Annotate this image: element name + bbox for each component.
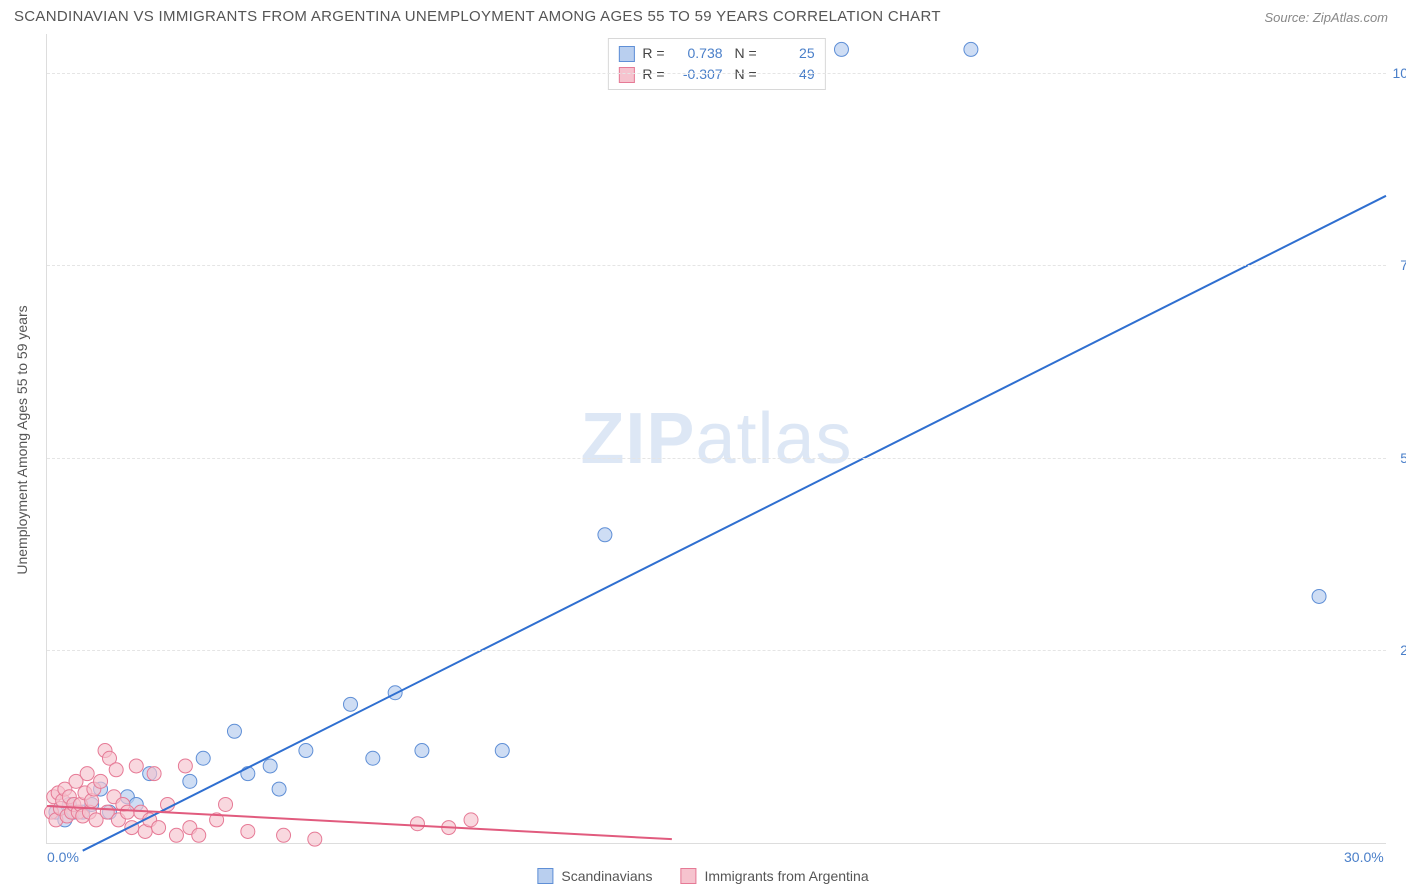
- grid-line: [47, 458, 1386, 459]
- data-point: [272, 782, 286, 796]
- x-tick-label: 0.0%: [47, 849, 79, 865]
- y-tick-label: 50.0%: [1390, 450, 1406, 466]
- data-point: [964, 42, 978, 56]
- grid-line: [47, 650, 1386, 651]
- y-tick-label: 75.0%: [1390, 257, 1406, 273]
- data-point: [410, 817, 424, 831]
- data-point: [308, 832, 322, 846]
- data-point: [94, 774, 108, 788]
- data-point: [152, 821, 166, 835]
- data-point: [415, 744, 429, 758]
- chart-title: SCANDINAVIAN VS IMMIGRANTS FROM ARGENTIN…: [14, 8, 941, 25]
- x-tick-label: 30.0%: [1344, 849, 1384, 865]
- source-label: Source: ZipAtlas.com: [1264, 10, 1388, 25]
- grid-line: [47, 73, 1386, 74]
- data-point: [169, 828, 183, 842]
- data-point: [241, 824, 255, 838]
- plot-svg: [47, 34, 1386, 843]
- legend-item: Scandinavians: [537, 868, 652, 884]
- data-point: [834, 42, 848, 56]
- swatch-icon: [680, 868, 696, 884]
- data-point: [299, 744, 313, 758]
- data-point: [219, 797, 233, 811]
- y-tick-label: 25.0%: [1390, 642, 1406, 658]
- data-point: [366, 751, 380, 765]
- data-point: [161, 797, 175, 811]
- plot-area: ZIPatlas R = 0.738 N = 25 R = -0.307 N =…: [46, 34, 1386, 844]
- data-point: [464, 813, 478, 827]
- swatch-icon: [537, 868, 553, 884]
- data-point: [277, 828, 291, 842]
- trend-line: [83, 196, 1386, 851]
- data-point: [147, 767, 161, 781]
- data-point: [344, 697, 358, 711]
- data-point: [598, 528, 612, 542]
- data-point: [183, 774, 197, 788]
- data-point: [129, 759, 143, 773]
- series-legend: Scandinavians Immigrants from Argentina: [537, 868, 868, 884]
- data-point: [196, 751, 210, 765]
- data-point: [109, 763, 123, 777]
- data-point: [1312, 589, 1326, 603]
- legend-label: Scandinavians: [561, 868, 652, 884]
- legend-label: Immigrants from Argentina: [704, 868, 868, 884]
- legend-item: Immigrants from Argentina: [680, 868, 868, 884]
- y-tick-label: 100.0%: [1390, 65, 1406, 81]
- data-point: [178, 759, 192, 773]
- data-point: [263, 759, 277, 773]
- data-point: [495, 744, 509, 758]
- data-point: [192, 828, 206, 842]
- data-point: [120, 805, 134, 819]
- data-point: [227, 724, 241, 738]
- grid-line: [47, 265, 1386, 266]
- data-point: [80, 767, 94, 781]
- y-axis-title: Unemployment Among Ages 55 to 59 years: [14, 305, 30, 574]
